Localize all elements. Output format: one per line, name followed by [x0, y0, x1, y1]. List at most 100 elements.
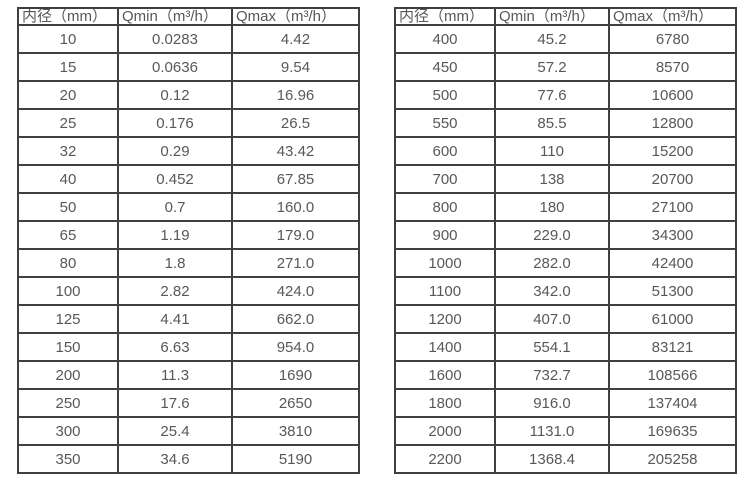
table-cell: 11.3 — [117, 360, 233, 390]
table-cell: 200 — [17, 360, 119, 390]
table-row: 10 0.0283 4.42 — [17, 24, 360, 54]
table-row: 1000 282.0 42400 — [394, 248, 737, 278]
table-cell: 6780 — [608, 24, 737, 54]
table-cell: 1100 — [394, 276, 496, 306]
table-row: 250 17.6 2650 — [17, 388, 360, 418]
table-cell: 0.0283 — [117, 24, 233, 54]
table-row: 550 85.5 12800 — [394, 108, 737, 138]
table-cell: 1600 — [394, 360, 496, 390]
table-cell: 65 — [17, 220, 119, 250]
table-cell: 67.85 — [231, 164, 360, 194]
header-row: 内径（mm） Qmin（m³/h） Qmax（m³/h） — [394, 7, 737, 26]
column-header: Qmax（m³/h） — [608, 7, 737, 26]
table-cell: 9.54 — [231, 52, 360, 82]
table-cell: 150 — [17, 332, 119, 362]
table-body: 10 0.0283 4.42 15 0.0636 9.54 20 0.12 16.96 25 0.1… — [17, 24, 360, 474]
table-cell: 1.8 — [117, 248, 233, 278]
table-cell: 1400 — [394, 332, 496, 362]
table-row: 2200 1368.4 205258 — [394, 444, 737, 474]
table-row: 1600 732.7 108566 — [394, 360, 737, 390]
table-cell: 180 — [494, 192, 610, 222]
table-cell: 50 — [17, 192, 119, 222]
table-cell: 6.63 — [117, 332, 233, 362]
table-row: 700 138 20700 — [394, 164, 737, 194]
table-header: 内径（mm） Qmin（m³/h） Qmax（m³/h） — [394, 7, 737, 26]
table-row: 125 4.41 662.0 — [17, 304, 360, 334]
table-cell: 424.0 — [231, 276, 360, 306]
table-cell: 137404 — [608, 388, 737, 418]
table-cell: 15200 — [608, 136, 737, 166]
table-cell: 0.0636 — [117, 52, 233, 82]
table-cell: 160.0 — [231, 192, 360, 222]
column-header: Qmin（m³/h） — [117, 7, 233, 26]
table-row: 300 25.4 3810 — [17, 416, 360, 446]
table-row: 65 1.19 179.0 — [17, 220, 360, 250]
flow-spec-table-small-diameters: 内径（mm） Qmin（m³/h） Qmax（m³/h） 10 0.0283 4.42 1… — [17, 7, 360, 474]
table-cell: 400 — [394, 24, 496, 54]
table-cell: 45.2 — [494, 24, 610, 54]
table-row: 40 0.452 67.85 — [17, 164, 360, 194]
table-row: 100 2.82 424.0 — [17, 276, 360, 306]
table-cell: 2200 — [394, 444, 496, 474]
table-cell: 1000 — [394, 248, 496, 278]
table-cell: 15 — [17, 52, 119, 82]
table-cell: 40 — [17, 164, 119, 194]
table-row: 900 229.0 34300 — [394, 220, 737, 250]
header-row: 内径（mm） Qmin（m³/h） Qmax（m³/h） — [17, 7, 360, 26]
table-row: 32 0.29 43.42 — [17, 136, 360, 166]
table-row: 1400 554.1 83121 — [394, 332, 737, 362]
table-cell: 1200 — [394, 304, 496, 334]
table-cell: 0.12 — [117, 80, 233, 110]
table-cell: 550 — [394, 108, 496, 138]
table-cell: 25.4 — [117, 416, 233, 446]
table-cell: 954.0 — [231, 332, 360, 362]
table-cell: 83121 — [608, 332, 737, 362]
table-cell: 732.7 — [494, 360, 610, 390]
table-cell: 0.452 — [117, 164, 233, 194]
table-cell: 20700 — [608, 164, 737, 194]
table-row: 200 11.3 1690 — [17, 360, 360, 390]
table-cell: 61000 — [608, 304, 737, 334]
table-cell: 600 — [394, 136, 496, 166]
table-cell: 229.0 — [494, 220, 610, 250]
table-cell: 179.0 — [231, 220, 360, 250]
table-row: 50 0.7 160.0 — [17, 192, 360, 222]
table-cell: 500 — [394, 80, 496, 110]
table-cell: 57.2 — [494, 52, 610, 82]
table-cell: 51300 — [608, 276, 737, 306]
table-cell: 20 — [17, 80, 119, 110]
column-header: 内径（mm） — [17, 7, 119, 26]
table-cell: 282.0 — [494, 248, 610, 278]
table-row: 1800 916.0 137404 — [394, 388, 737, 418]
table-cell: 32 — [17, 136, 119, 166]
column-header: Qmax（m³/h） — [231, 7, 360, 26]
table-cell: 700 — [394, 164, 496, 194]
table-cell: 8570 — [608, 52, 737, 82]
table-cell: 0.176 — [117, 108, 233, 138]
table-cell: 1368.4 — [494, 444, 610, 474]
table-cell: 350 — [17, 444, 119, 474]
table-cell: 1.19 — [117, 220, 233, 250]
table-cell: 1690 — [231, 360, 360, 390]
table-cell: 450 — [394, 52, 496, 82]
table-cell: 554.1 — [494, 332, 610, 362]
table-cell: 80 — [17, 248, 119, 278]
table-cell: 138 — [494, 164, 610, 194]
table-cell: 4.41 — [117, 304, 233, 334]
table-cell: 16.96 — [231, 80, 360, 110]
table-row: 15 0.0636 9.54 — [17, 52, 360, 82]
table-cell: 1131.0 — [494, 416, 610, 446]
table-cell: 85.5 — [494, 108, 610, 138]
table-cell: 125 — [17, 304, 119, 334]
table-row: 600 110 15200 — [394, 136, 737, 166]
table-cell: 662.0 — [231, 304, 360, 334]
table-row: 500 77.6 10600 — [394, 80, 737, 110]
table-cell: 42400 — [608, 248, 737, 278]
column-header: Qmin（m³/h） — [494, 7, 610, 26]
table-cell: 43.42 — [231, 136, 360, 166]
table-cell: 27100 — [608, 192, 737, 222]
table-cell: 12800 — [608, 108, 737, 138]
table-cell: 25 — [17, 108, 119, 138]
table-row: 20 0.12 16.96 — [17, 80, 360, 110]
